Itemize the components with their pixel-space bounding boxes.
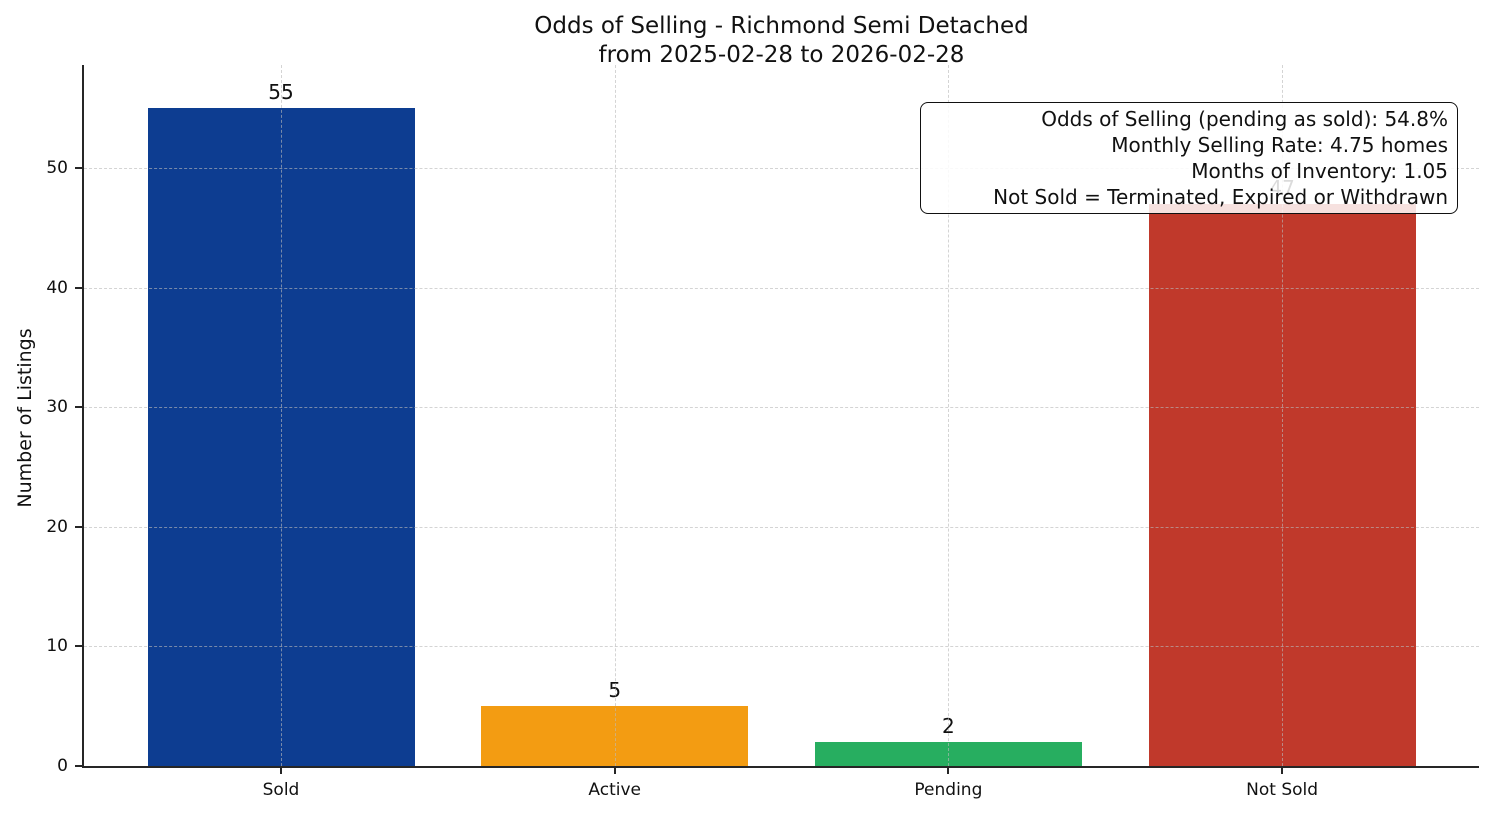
bar-value-label-pending: 2 — [942, 714, 955, 739]
vertical-gridline — [1282, 65, 1284, 766]
x-tick-mark — [280, 766, 282, 774]
x-tick-mark — [613, 766, 616, 774]
vertical-gridline — [948, 65, 950, 766]
y-tick-label: 40 — [46, 277, 68, 298]
stats-annotation-box: Odds of Selling (pending as sold): 54.8%… — [920, 102, 1458, 214]
y-tick-label: 20 — [46, 516, 68, 537]
bar-value-label-active: 5 — [608, 678, 622, 703]
horizontal-gridline — [84, 287, 1479, 289]
x-axis-spine — [82, 766, 1479, 768]
x-tick-mark — [1281, 766, 1284, 774]
horizontal-gridline — [84, 167, 1479, 169]
y-tick-label: 0 — [57, 756, 68, 776]
y-tick-mark — [75, 406, 84, 409]
chart-title: Odds of Selling - Richmond Semi Detached — [534, 13, 1029, 39]
y-tick-mark — [75, 286, 84, 289]
y-axis-spine — [82, 65, 84, 768]
y-tick-label: 50 — [46, 157, 68, 178]
x-tick-label-not-sold: Not Sold — [1246, 780, 1319, 800]
annotation-not-sold-definition: Not Sold = Terminated, Expired or Withdr… — [993, 185, 1448, 209]
y-tick-mark — [75, 166, 84, 169]
bar-value-label-sold: 55 — [268, 80, 294, 105]
x-tick-label-active: Active — [588, 780, 641, 800]
annotation-monthly-selling-rate: Monthly Selling Rate: 4.75 homes — [1111, 133, 1448, 157]
horizontal-gridline — [84, 407, 1479, 409]
vertical-gridline — [614, 65, 616, 766]
x-tick-label-sold: Sold — [262, 780, 300, 800]
y-tick-mark — [75, 765, 84, 767]
chart-title-block: Odds of Selling - Richmond Semi Detached… — [84, 12, 1479, 70]
chart-subtitle: from 2025-02-28 to 2026-02-28 — [598, 42, 965, 68]
y-tick-mark — [75, 645, 84, 648]
y-tick-label: 30 — [46, 397, 68, 418]
y-tick-label: 10 — [46, 636, 68, 657]
horizontal-gridline — [84, 526, 1479, 528]
vertical-gridline — [281, 65, 282, 766]
horizontal-gridline — [84, 646, 1479, 648]
annotation-months-of-inventory: Months of Inventory: 1.05 — [1191, 159, 1448, 183]
annotation-odds-of-selling: Odds of Selling (pending as sold): 54.8% — [1041, 107, 1448, 131]
y-tick-mark — [75, 525, 84, 528]
x-tick-mark — [947, 766, 950, 774]
x-tick-label-pending: Pending — [914, 780, 983, 800]
